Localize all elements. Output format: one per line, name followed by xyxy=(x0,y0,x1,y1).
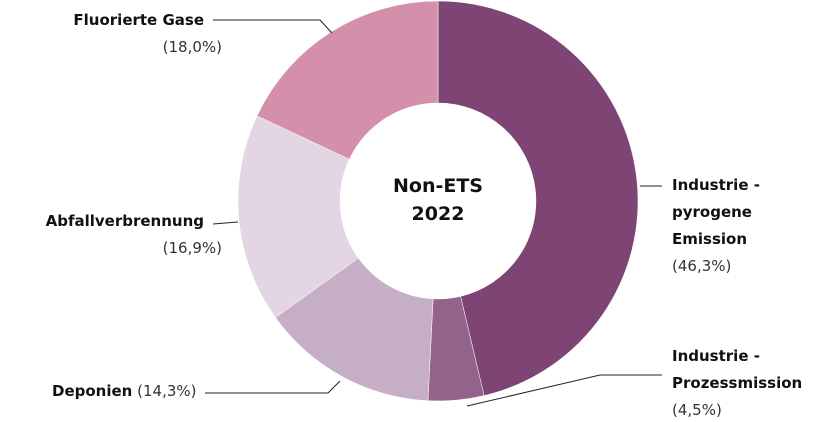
leader-line xyxy=(212,221,239,225)
category-label: Industrie - pyrogene Emission xyxy=(672,176,760,248)
donut-segment xyxy=(237,115,359,318)
leader-line xyxy=(205,380,341,394)
label: Industrie - Prozessmission (4,5%) xyxy=(672,343,832,422)
category-label: Abfallverbrennung xyxy=(45,212,204,230)
label: Industrie - pyrogene Emission (46,3%) xyxy=(672,172,802,280)
donut-segment xyxy=(256,0,439,160)
value-label: (14,3%) xyxy=(137,382,197,400)
category-label: Fluorierte Gase xyxy=(73,11,204,29)
label: Deponien (14,3%) xyxy=(52,378,196,405)
value-label: (18,0%) xyxy=(162,38,222,56)
label: Abfallverbrennung (16,9%) xyxy=(0,208,222,262)
center-title: Non-ETS 2022 xyxy=(393,175,483,225)
leader-line xyxy=(466,374,662,407)
donut-segment xyxy=(275,257,434,402)
category-label: Deponien xyxy=(52,382,133,400)
value-label: (46,3%) xyxy=(672,257,732,275)
label: Fluorierte Gase (18,0%) xyxy=(0,7,222,61)
value-label: (16,9%) xyxy=(162,239,222,257)
leader-line xyxy=(213,19,333,34)
category-label: Industrie - Prozessmission xyxy=(672,347,803,392)
value-label: (4,5%) xyxy=(672,401,722,419)
